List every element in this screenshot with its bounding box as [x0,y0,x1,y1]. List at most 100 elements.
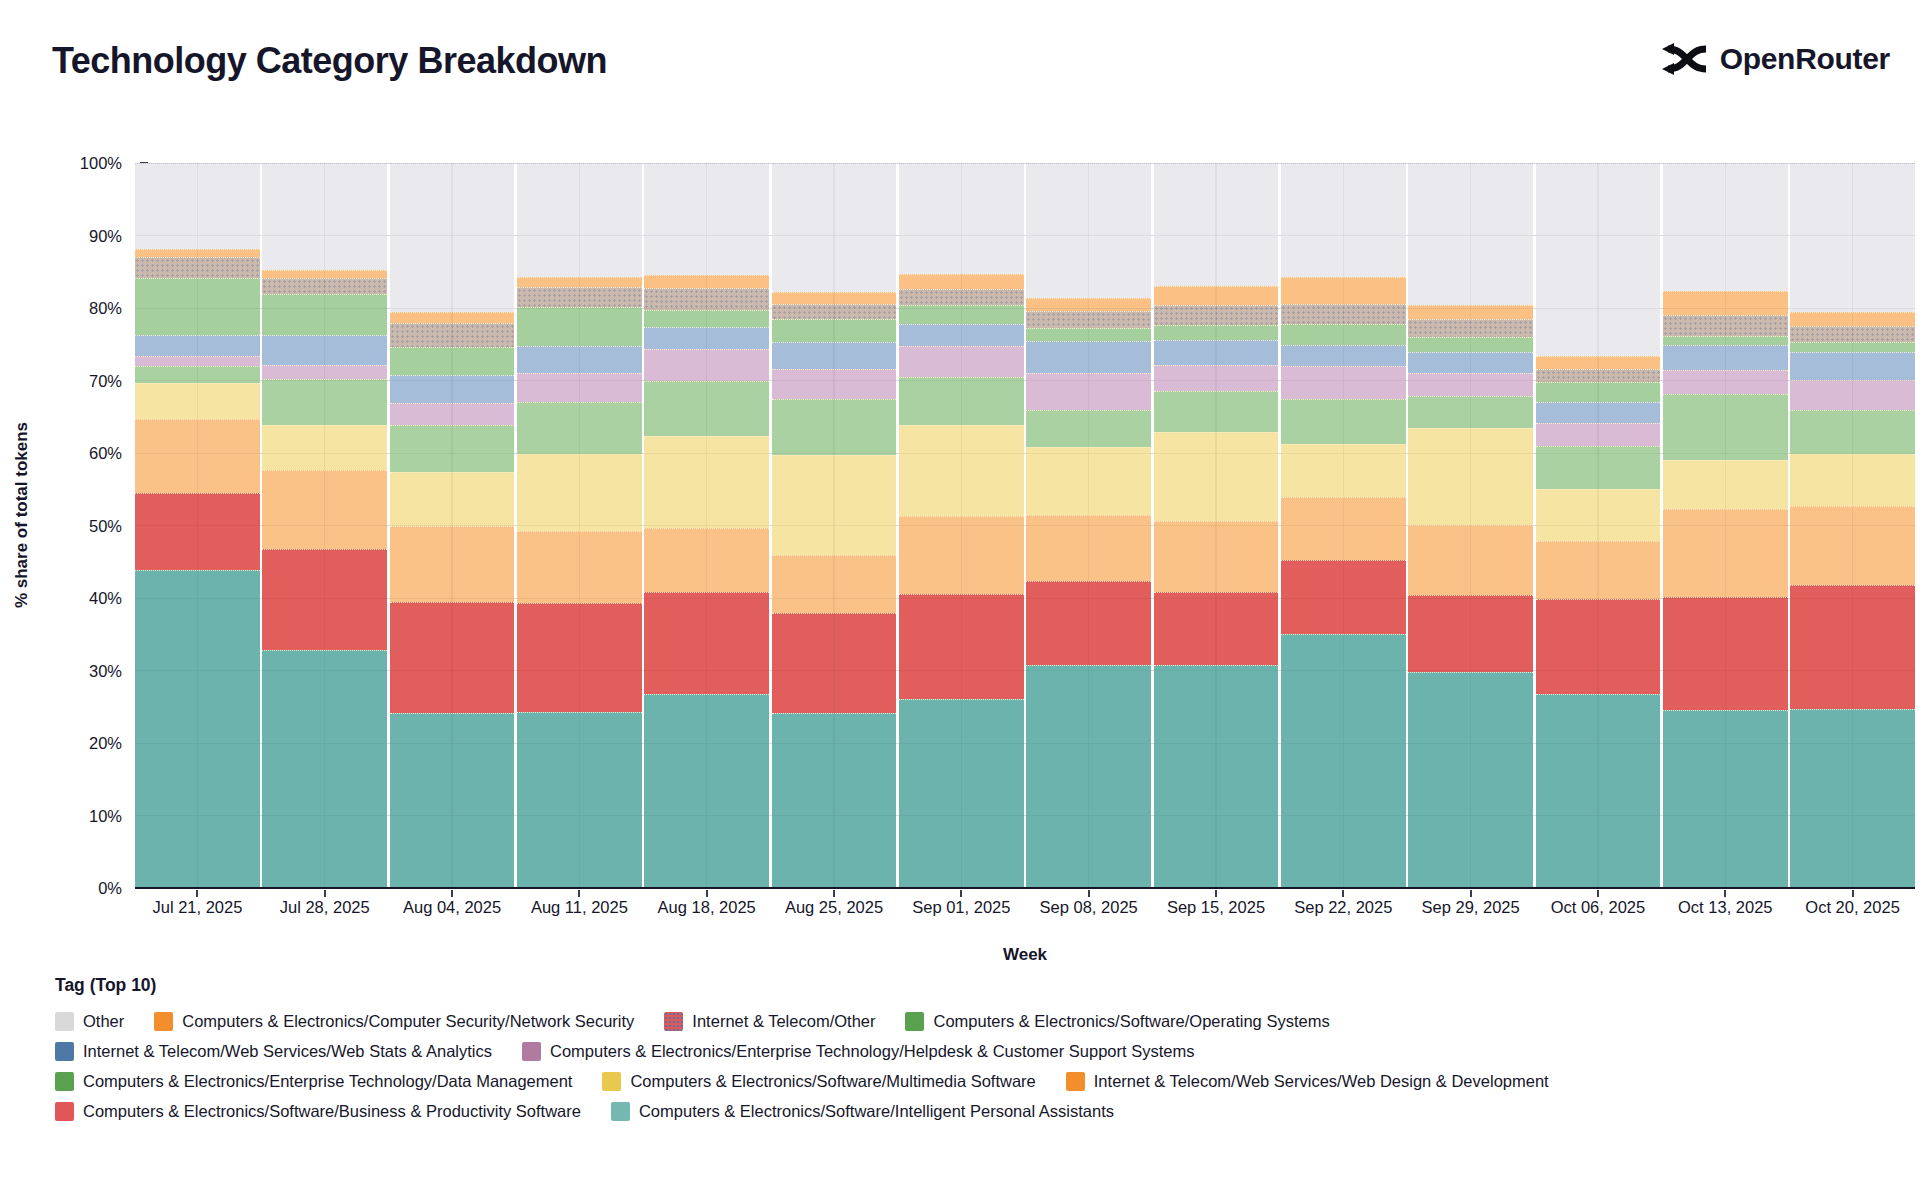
bar-segment-business_productivity[interactable] [1663,597,1788,709]
bar-segment-web_stats_analytics[interactable] [1790,352,1915,380]
bar-segment-personal_assistants[interactable] [390,713,515,888]
bar-segment-network_security[interactable] [390,312,515,324]
bar-segment-internet_telecom_other[interactable] [1536,369,1661,382]
legend-item-multimedia_software[interactable]: Computers & Electronics/Software/Multime… [602,1072,1035,1091]
bar-segment-personal_assistants[interactable] [1408,672,1533,888]
legend-item-business_productivity[interactable]: Computers & Electronics/Software/Busines… [55,1102,581,1121]
bar-segment-web_stats_analytics[interactable] [772,342,897,369]
bar-segment-multimedia_software[interactable] [262,425,387,470]
bar-segment-web_design_dev[interactable] [1408,525,1533,595]
bar-segment-operating_systems[interactable] [772,319,897,342]
bar-segment-operating_systems[interactable] [1026,328,1151,341]
bar-segment-multimedia_software[interactable] [135,383,260,419]
bar-segment-helpdesk_support[interactable] [899,346,1024,376]
bar-aug-11-2025[interactable] [517,163,642,888]
bar-segment-data_management[interactable] [135,366,260,383]
bar-aug-18-2025[interactable] [644,163,769,888]
bar-segment-operating_systems[interactable] [1790,342,1915,352]
bar-segment-network_security[interactable] [772,292,897,304]
bar-segment-multimedia_software[interactable] [1790,454,1915,506]
bar-segment-personal_assistants[interactable] [644,694,769,888]
bar-segment-network_security[interactable] [1663,291,1788,314]
bar-segment-internet_telecom_other[interactable] [1281,304,1406,324]
bar-segment-web_stats_analytics[interactable] [1281,345,1406,366]
bar-segment-business_productivity[interactable] [135,493,260,570]
bar-segment-data_management[interactable] [772,399,897,455]
bar-segment-operating_systems[interactable] [1536,382,1661,402]
bar-segment-network_security[interactable] [1026,298,1151,311]
bar-segment-web_stats_analytics[interactable] [1408,352,1533,372]
bar-sep-15-2025[interactable] [1154,163,1279,888]
bar-segment-multimedia_software[interactable] [644,436,769,528]
bar-segment-business_productivity[interactable] [262,549,387,651]
bar-sep-29-2025[interactable] [1408,163,1533,888]
bar-segment-operating_systems[interactable] [135,278,260,335]
bar-segment-helpdesk_support[interactable] [1281,366,1406,399]
bar-segment-web_design_dev[interactable] [1536,541,1661,599]
bar-segment-other[interactable] [1026,163,1151,298]
bar-segment-other[interactable] [517,163,642,277]
bar-segment-web_stats_analytics[interactable] [644,327,769,349]
bar-segment-multimedia_software[interactable] [517,454,642,531]
bar-segment-web_design_dev[interactable] [262,470,387,548]
bar-segment-business_productivity[interactable] [1154,592,1279,665]
bar-segment-data_management[interactable] [1154,391,1279,432]
legend-item-personal_assistants[interactable]: Computers & Electronics/Software/Intelli… [611,1102,1114,1121]
bar-segment-helpdesk_support[interactable] [517,373,642,402]
bar-segment-business_productivity[interactable] [1026,581,1151,665]
bar-segment-helpdesk_support[interactable] [1408,373,1533,397]
bar-segment-network_security[interactable] [1154,286,1279,305]
bar-segment-operating_systems[interactable] [1663,336,1788,345]
bar-segment-internet_telecom_other[interactable] [1663,315,1788,336]
bar-segment-web_design_dev[interactable] [1026,515,1151,580]
bar-segment-helpdesk_support[interactable] [262,365,387,380]
bar-aug-04-2025[interactable] [390,163,515,888]
bar-segment-multimedia_software[interactable] [899,425,1024,516]
bar-segment-data_management[interactable] [390,425,515,472]
bar-segment-web_stats_analytics[interactable] [262,335,387,365]
bar-segment-internet_telecom_other[interactable] [644,288,769,310]
bar-segment-network_security[interactable] [899,274,1024,289]
legend-item-helpdesk_support[interactable]: Computers & Electronics/Enterprise Techn… [522,1042,1194,1061]
bar-segment-data_management[interactable] [1026,410,1151,447]
bar-segment-web_stats_analytics[interactable] [1536,402,1661,423]
bar-segment-multimedia_software[interactable] [1281,444,1406,498]
bar-segment-helpdesk_support[interactable] [390,403,515,425]
bar-segment-network_security[interactable] [517,277,642,287]
bar-oct-20-2025[interactable] [1790,163,1915,888]
bar-segment-multimedia_software[interactable] [1026,447,1151,515]
bar-segment-data_management[interactable] [1281,399,1406,443]
bar-segment-multimedia_software[interactable] [1663,460,1788,509]
bar-segment-multimedia_software[interactable] [1536,489,1661,541]
bar-segment-business_productivity[interactable] [1408,595,1533,672]
bar-segment-operating_systems[interactable] [644,310,769,327]
bar-segment-personal_assistants[interactable] [899,699,1024,888]
bar-segment-business_productivity[interactable] [1536,599,1661,694]
bar-segment-personal_assistants[interactable] [517,712,642,888]
bar-segment-personal_assistants[interactable] [262,650,387,888]
bar-segment-business_productivity[interactable] [390,602,515,712]
bar-segment-helpdesk_support[interactable] [135,356,260,366]
bar-segment-web_design_dev[interactable] [1281,497,1406,559]
bar-sep-01-2025[interactable] [899,163,1024,888]
bar-segment-multimedia_software[interactable] [772,455,897,554]
bar-segment-web_design_dev[interactable] [644,528,769,593]
bar-segment-operating_systems[interactable] [517,307,642,346]
bar-segment-business_productivity[interactable] [517,603,642,712]
bar-segment-data_management[interactable] [517,402,642,455]
bar-segment-web_stats_analytics[interactable] [1663,345,1788,370]
bar-segment-personal_assistants[interactable] [1536,694,1661,888]
bar-segment-data_management[interactable] [1663,394,1788,461]
bar-segment-operating_systems[interactable] [1154,325,1279,340]
bar-segment-other[interactable] [1408,163,1533,305]
bar-segment-other[interactable] [1790,163,1915,312]
bar-segment-operating_systems[interactable] [262,294,387,335]
bar-segment-internet_telecom_other[interactable] [1408,319,1533,337]
bar-segment-web_stats_analytics[interactable] [390,375,515,403]
bar-segment-helpdesk_support[interactable] [1026,373,1151,411]
bar-segment-personal_assistants[interactable] [1281,634,1406,888]
bar-segment-helpdesk_support[interactable] [1536,423,1661,445]
bar-oct-06-2025[interactable] [1536,163,1661,888]
legend-item-internet_telecom_other[interactable]: Internet & Telecom/Other [664,1012,875,1031]
bar-segment-internet_telecom_other[interactable] [262,278,387,294]
